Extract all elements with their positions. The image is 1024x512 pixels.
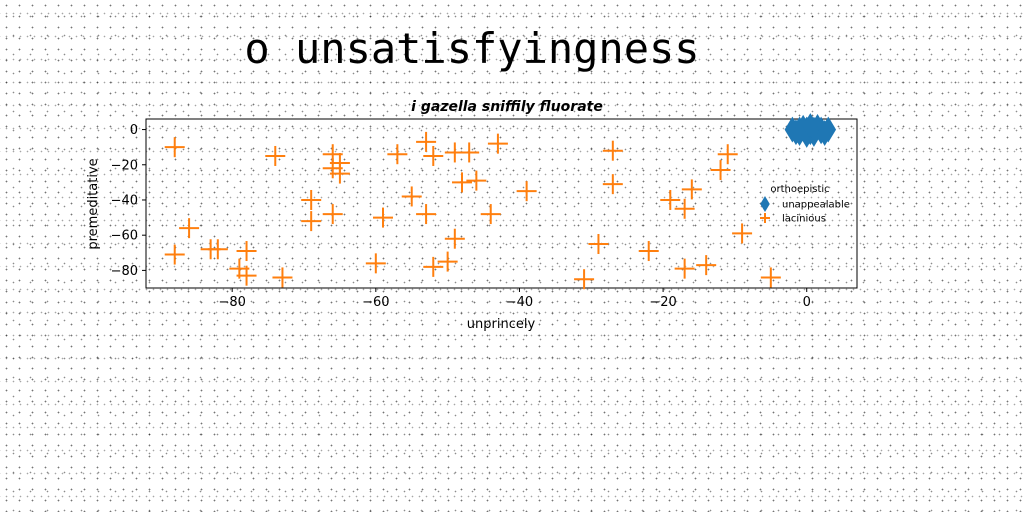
diamond-marker [816, 120, 833, 147]
legend-marker-unappealable [760, 196, 770, 212]
plus-marker [207, 239, 228, 260]
plus-marker [437, 251, 458, 272]
plus-marker [164, 137, 185, 158]
plus-marker [732, 223, 753, 244]
plus-marker [480, 204, 501, 225]
plus-marker [265, 145, 286, 166]
x-tick-label: −20 [649, 295, 676, 310]
legend-title: orthoepistic [770, 184, 829, 195]
y-axis-label: premeditative [86, 158, 101, 249]
legend-label-unappealable: unappealable [782, 200, 850, 211]
plus-marker [696, 255, 717, 276]
plus-marker [444, 228, 465, 249]
y-tick-label: −40 [111, 193, 138, 208]
plus-marker [387, 144, 408, 165]
plus-marker [574, 269, 595, 290]
plus-marker [301, 211, 322, 232]
series-unappealable [784, 113, 837, 148]
chart-title: i gazella sniffily fluorate [411, 99, 603, 115]
y-tick-label: −60 [111, 229, 138, 244]
plus-marker [674, 258, 695, 279]
plus-marker [638, 241, 659, 262]
plus-marker [602, 140, 623, 161]
plus-marker [179, 218, 200, 239]
x-axis-label: unprincely [467, 317, 536, 332]
plus-marker [710, 160, 731, 181]
plus-marker [588, 233, 609, 254]
y-tick-label: −20 [111, 158, 138, 173]
legend-marker-lacinious [760, 213, 770, 223]
plus-marker [373, 207, 393, 228]
plus-marker [760, 267, 781, 288]
plus-marker [329, 153, 350, 174]
x-tick-label: −40 [506, 295, 533, 310]
plus-marker [416, 131, 437, 152]
plus-marker [459, 142, 480, 163]
plus-marker [660, 189, 681, 210]
plus-marker [423, 145, 444, 166]
plus-marker [164, 244, 185, 265]
plus-marker [674, 198, 695, 219]
x-tick-label: −80 [218, 295, 245, 310]
plus-marker [602, 174, 623, 195]
plus-marker [681, 179, 702, 200]
x-tick-label: 0 [803, 295, 811, 310]
plus-marker [423, 256, 444, 277]
plot-frame [145, 118, 858, 289]
page-title: o unsatisfyingness [244, 24, 700, 73]
plus-marker [452, 172, 472, 193]
plus-marker [487, 133, 508, 154]
data-marks [164, 113, 837, 290]
plus-marker [236, 265, 257, 286]
plus-marker [401, 186, 422, 207]
x-tick-label: −60 [362, 295, 389, 310]
plus-marker [322, 204, 343, 225]
legend: orthoepistic unappealable lacinious [760, 184, 850, 225]
y-tick-label: −80 [111, 264, 138, 279]
plus-marker [272, 267, 293, 288]
plus-marker [717, 144, 738, 165]
plus-marker [516, 181, 537, 202]
plus-marker [301, 189, 322, 210]
diamond-marker [802, 113, 819, 140]
legend-label-lacinious: lacinious [782, 214, 826, 225]
plus-marker [365, 253, 386, 274]
series-lacinious [164, 131, 781, 290]
axes: −80 −60 −40 −20 0 0 −20 −40 −60 −80 [111, 123, 811, 310]
plus-marker [466, 170, 487, 191]
plus-marker [416, 204, 437, 225]
y-tick-label: 0 [130, 123, 138, 138]
plus-marker [236, 241, 257, 262]
diamond-marker [791, 120, 808, 147]
